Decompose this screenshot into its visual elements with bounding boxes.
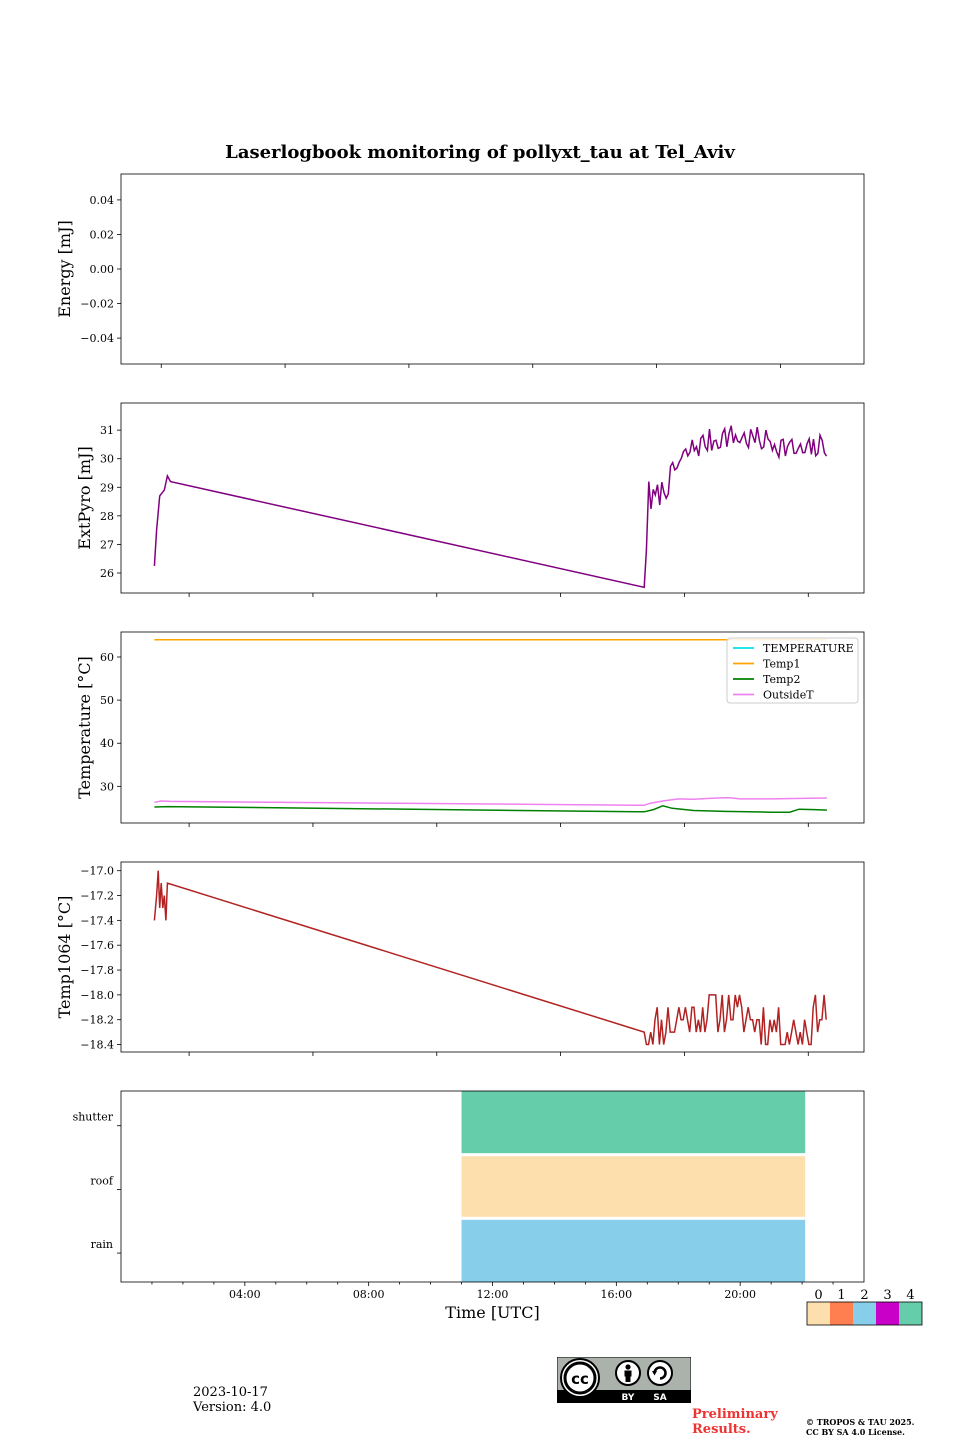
legend-entry: Temp1 <box>763 658 800 671</box>
y-tick-label: −17.4 <box>80 914 114 927</box>
y-tick-label: 27 <box>100 538 114 551</box>
legend-entry: TEMPERATURE <box>763 642 854 655</box>
y-tick-label: −0.04 <box>80 332 114 345</box>
colorbar-label: 3 <box>883 1288 891 1303</box>
x-tick-label: 20:00 <box>724 1288 756 1301</box>
x-tick-label: 16:00 <box>600 1288 632 1301</box>
preliminary-label-line1: Preliminary <box>692 1407 778 1422</box>
svg-text:cc: cc <box>571 1370 589 1388</box>
y-tick-label: −18.2 <box>80 1014 114 1027</box>
temperature-panel: 30 40 50 60 Temperature [°C] TEMPERATURE Temp1… <box>75 631 865 827</box>
share-alike-icon <box>647 1360 673 1386</box>
badge-by-label: BY <box>622 1393 635 1403</box>
y-tick-label: 0.04 <box>90 194 115 207</box>
series-line-outsidet <box>154 796 827 807</box>
y-tick-label: 50 <box>100 694 114 707</box>
x-axis-label: Time [UTC] <box>445 1303 539 1322</box>
y-tick-label: 60 <box>100 651 114 664</box>
plot-frame <box>120 631 865 824</box>
plot-frame <box>120 173 865 365</box>
plot-frame <box>120 861 865 1053</box>
cc-license-badge[interactable]: cc BY SA <box>557 1357 691 1403</box>
temp1064-panel: −17.0 −17.2 −17.4 −17.6 −17.8 −18.0 −18.2 −18.4… <box>55 861 865 1056</box>
x-tick-label: 08:00 <box>353 1288 385 1301</box>
colorbar-swatch <box>876 1302 899 1325</box>
row-label-roof: roof <box>90 1174 114 1187</box>
y-tick-label: −17.2 <box>80 890 114 903</box>
colorbar-label: 4 <box>906 1288 914 1303</box>
colorbar-swatch <box>899 1302 922 1325</box>
y-tick-label: −17.6 <box>80 939 114 952</box>
version-label: Version: 4.0 <box>193 1400 272 1415</box>
cc-icon: cc <box>560 1358 600 1398</box>
temp1064-line <box>153 870 827 1046</box>
y-tick-label: −17.0 <box>80 865 114 878</box>
colorbar-swatch <box>807 1302 830 1325</box>
copyright-line2: CC BY SA 4.0 License. <box>806 1427 905 1437</box>
person-icon <box>615 1360 641 1386</box>
y-axis-label: Temp1064 [°C] <box>55 896 74 1019</box>
colorbar-label: 1 <box>837 1288 845 1303</box>
y-tick-label: 0.02 <box>90 228 115 241</box>
colorbar-label: 2 <box>860 1288 868 1303</box>
y-tick-label: 0.00 <box>90 263 115 276</box>
x-tick-label: 04:00 <box>229 1288 261 1301</box>
y-tick-label: −0.02 <box>80 298 114 311</box>
row-label-rain: rain <box>91 1238 113 1251</box>
figure-title: Laserlogbook monitoring of pollyxt_tau a… <box>225 142 735 163</box>
colorbar-frame <box>806 1301 923 1326</box>
plot-frame <box>120 402 865 594</box>
y-tick-label: −18.0 <box>80 989 114 1002</box>
y-tick-label: 30 <box>100 453 114 466</box>
status-block-rain <box>461 1219 806 1282</box>
badge-sa-label: SA <box>653 1393 666 1403</box>
legend-entry: OutsideT <box>763 689 814 702</box>
legend-entry: Temp2 <box>763 673 800 686</box>
y-tick-label: 26 <box>100 567 114 580</box>
row-label-shutter: shutter <box>73 1111 114 1124</box>
x-tick-label: 12:00 <box>477 1288 509 1301</box>
preliminary-label-line2: Results. <box>692 1422 751 1437</box>
colorbar-swatch <box>830 1302 853 1325</box>
y-axis-label: Energy [mJ] <box>55 220 74 318</box>
colorbar-swatch <box>853 1302 876 1325</box>
y-axis-label: ExtPyro [mJ] <box>75 446 94 549</box>
status-block-shutter <box>461 1091 806 1154</box>
y-tick-label: 40 <box>100 737 114 750</box>
energy-panel: 0.04 0.02 0.00 −0.02 −0.04 Energy [mJ] <box>55 173 865 368</box>
y-tick-label: 30 <box>100 780 114 793</box>
extpyro-panel: 26 27 28 29 30 31 ExtPyro [mJ] <box>75 402 865 597</box>
extpyro-line <box>153 425 828 589</box>
y-tick-label: 29 <box>100 481 114 494</box>
colorbar-label: 0 <box>814 1288 822 1303</box>
legend: TEMPERATURE Temp1 Temp2 OutsideT <box>726 637 859 704</box>
y-tick-label: −17.8 <box>80 964 114 977</box>
copyright-line1: © TROPOS & TAU 2025. <box>806 1417 915 1427</box>
series-line-temp2 <box>154 805 827 813</box>
y-tick-label: 28 <box>100 510 114 523</box>
status-panel: shutter roof rain 04:00 08:00 12:00 16:00 20:00… <box>73 1090 865 1322</box>
status-block-roof <box>461 1156 806 1217</box>
date-label: 2023-10-17 <box>193 1385 268 1400</box>
y-axis-label: Temperature [°C] <box>75 656 94 799</box>
y-tick-label: 31 <box>100 424 114 437</box>
y-tick-label: −18.4 <box>80 1039 114 1052</box>
legend-box <box>726 637 859 704</box>
